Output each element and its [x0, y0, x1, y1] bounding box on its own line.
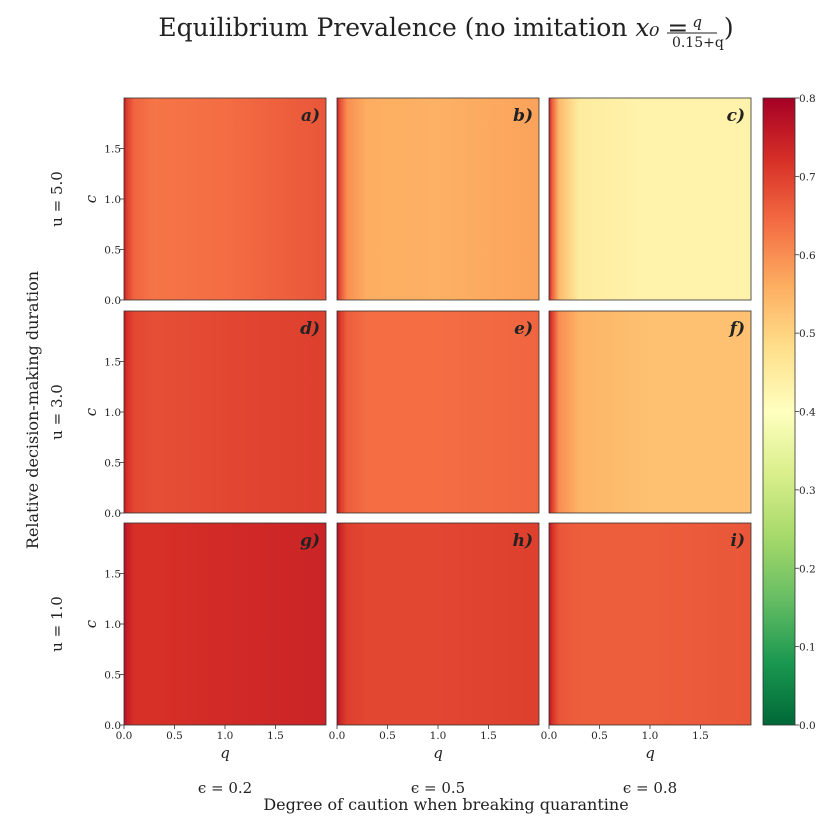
row-label: u = 5.0 [48, 171, 66, 227]
x-tick-label: 1.5 [480, 730, 497, 742]
panels-layer: a) 0.0 0.5 1.0 1.5 c u = 5.0 b) c) d) 0.0 0.5 1.0 1.5… [48, 97, 752, 797]
supxlabel: Degree of caution when breaking quaranti… [263, 795, 628, 814]
x-tick-label: 0.5 [591, 730, 608, 742]
row-label: u = 1.0 [48, 596, 66, 652]
colorbar-tick-label: 0.0 [799, 720, 816, 732]
heatmap-cells [549, 311, 751, 513]
y-axis-label: c [82, 407, 100, 416]
y-tick-label: 0.5 [104, 458, 121, 470]
column-label: ϵ = 0.8 [623, 779, 677, 797]
panel-g: g) 0.0 0.5 1.0 1.5 c u = 1.0 0.0 0.5 1.0 1.5 q ϵ = 0… [48, 522, 327, 797]
panel-c: c) [548, 97, 752, 301]
y-axis-label: c [82, 619, 100, 628]
x-tick-label: 1.5 [267, 730, 284, 742]
panel-frame [336, 97, 540, 301]
x-tick-label: 0.0 [116, 730, 133, 742]
chart-title-main: Equilibrium Prevalence (no imitation [158, 13, 635, 42]
colorbar-tick-label: 0.4 [799, 407, 816, 419]
y-tick-label: 1.5 [104, 144, 121, 156]
panel-e: e) [336, 310, 540, 514]
y-tick-label: 0.0 [104, 295, 121, 307]
panel-frame [336, 310, 540, 514]
panel-label: h) [513, 531, 533, 551]
x-axis-label: q [220, 744, 230, 762]
panel-label: a) [301, 106, 320, 126]
y-tick-label: 1.0 [104, 619, 121, 631]
y-tick-label: 0.0 [104, 508, 121, 520]
panel-label: d) [300, 319, 320, 339]
x-axis-label: q [645, 744, 655, 762]
x-tick-label: 1.0 [642, 730, 659, 742]
panel-label: b) [513, 106, 533, 126]
chart-title: Equilibrium Prevalence (no imitation x₀ … [158, 13, 733, 51]
panel-i: i) 0.0 0.5 1.0 1.5 q ϵ = 0.8 [541, 522, 752, 797]
chart-title-close: ) [724, 13, 734, 42]
x-tick-label: 0.0 [541, 730, 558, 742]
panel-label: i) [730, 531, 745, 551]
heatmap-cells [337, 98, 539, 300]
x-tick-label: 1.0 [217, 730, 234, 742]
panel-h: h) 0.0 0.5 1.0 1.5 q ϵ = 0.5 [329, 522, 540, 797]
colorbar-tick-label: 0.6 [799, 250, 816, 262]
row-label: u = 3.0 [48, 384, 66, 440]
x-tick-label: 0.5 [379, 730, 396, 742]
supylabel: Relative decision-making duration [23, 271, 42, 549]
heatmap-cells [549, 523, 751, 725]
x-axis-label: q [433, 744, 443, 762]
colorbar-tick-label: 0.8 [799, 93, 816, 105]
panel-label: f) [729, 319, 745, 339]
heatmap-cells [549, 98, 751, 300]
colorbar-tick-label: 0.2 [799, 563, 816, 575]
chart-title-math: x₀ = [635, 13, 688, 42]
x-tick-label: 0.0 [329, 730, 346, 742]
colorbar-gradient [763, 98, 795, 725]
y-tick-label: 1.5 [104, 357, 121, 369]
colorbar-tick-label: 0.3 [799, 485, 816, 497]
panel-f: f) [548, 310, 752, 514]
x-tick-label: 1.0 [430, 730, 447, 742]
panel-d: d) 0.0 0.5 1.0 1.5 c u = 3.0 [48, 310, 327, 520]
y-tick-label: 0.5 [104, 245, 121, 257]
y-tick-label: 1.5 [104, 569, 121, 581]
panel-b: b) [336, 97, 540, 301]
heatmap-cells [124, 98, 326, 300]
y-tick-label: 1.0 [104, 407, 121, 419]
panel-frame [548, 310, 752, 514]
heatmap-cells [124, 311, 326, 513]
y-axis-label: c [82, 194, 100, 203]
panel-a: a) 0.0 0.5 1.0 1.5 c u = 5.0 [48, 97, 327, 307]
heatmap-cells [337, 523, 539, 725]
x-tick-label: 0.5 [166, 730, 183, 742]
chart-title-frac-den: 0.15+q [672, 35, 724, 51]
panel-label: e) [514, 319, 533, 339]
colorbar-tick-label: 0.1 [799, 642, 816, 654]
x-tick-label: 1.5 [692, 730, 709, 742]
colorbar-tick-label: 0.7 [799, 171, 816, 183]
y-tick-label: 0.0 [104, 720, 121, 732]
column-label: ϵ = 0.2 [198, 779, 252, 797]
heatmap-cells [337, 311, 539, 513]
y-tick-label: 1.0 [104, 194, 121, 206]
heatmap-cells [124, 523, 326, 725]
colorbar-tick-label: 0.5 [799, 328, 816, 340]
chart-title-frac-num: q [692, 13, 702, 31]
panel-label: g) [300, 531, 320, 551]
y-tick-label: 0.5 [104, 670, 121, 682]
panel-label: c) [727, 106, 745, 126]
panel-frame [548, 97, 752, 301]
column-label: ϵ = 0.5 [411, 779, 465, 797]
colorbar: 0.0 0.1 0.2 0.3 0.4 0.5 0.6 0.7 0.8 [762, 93, 816, 732]
